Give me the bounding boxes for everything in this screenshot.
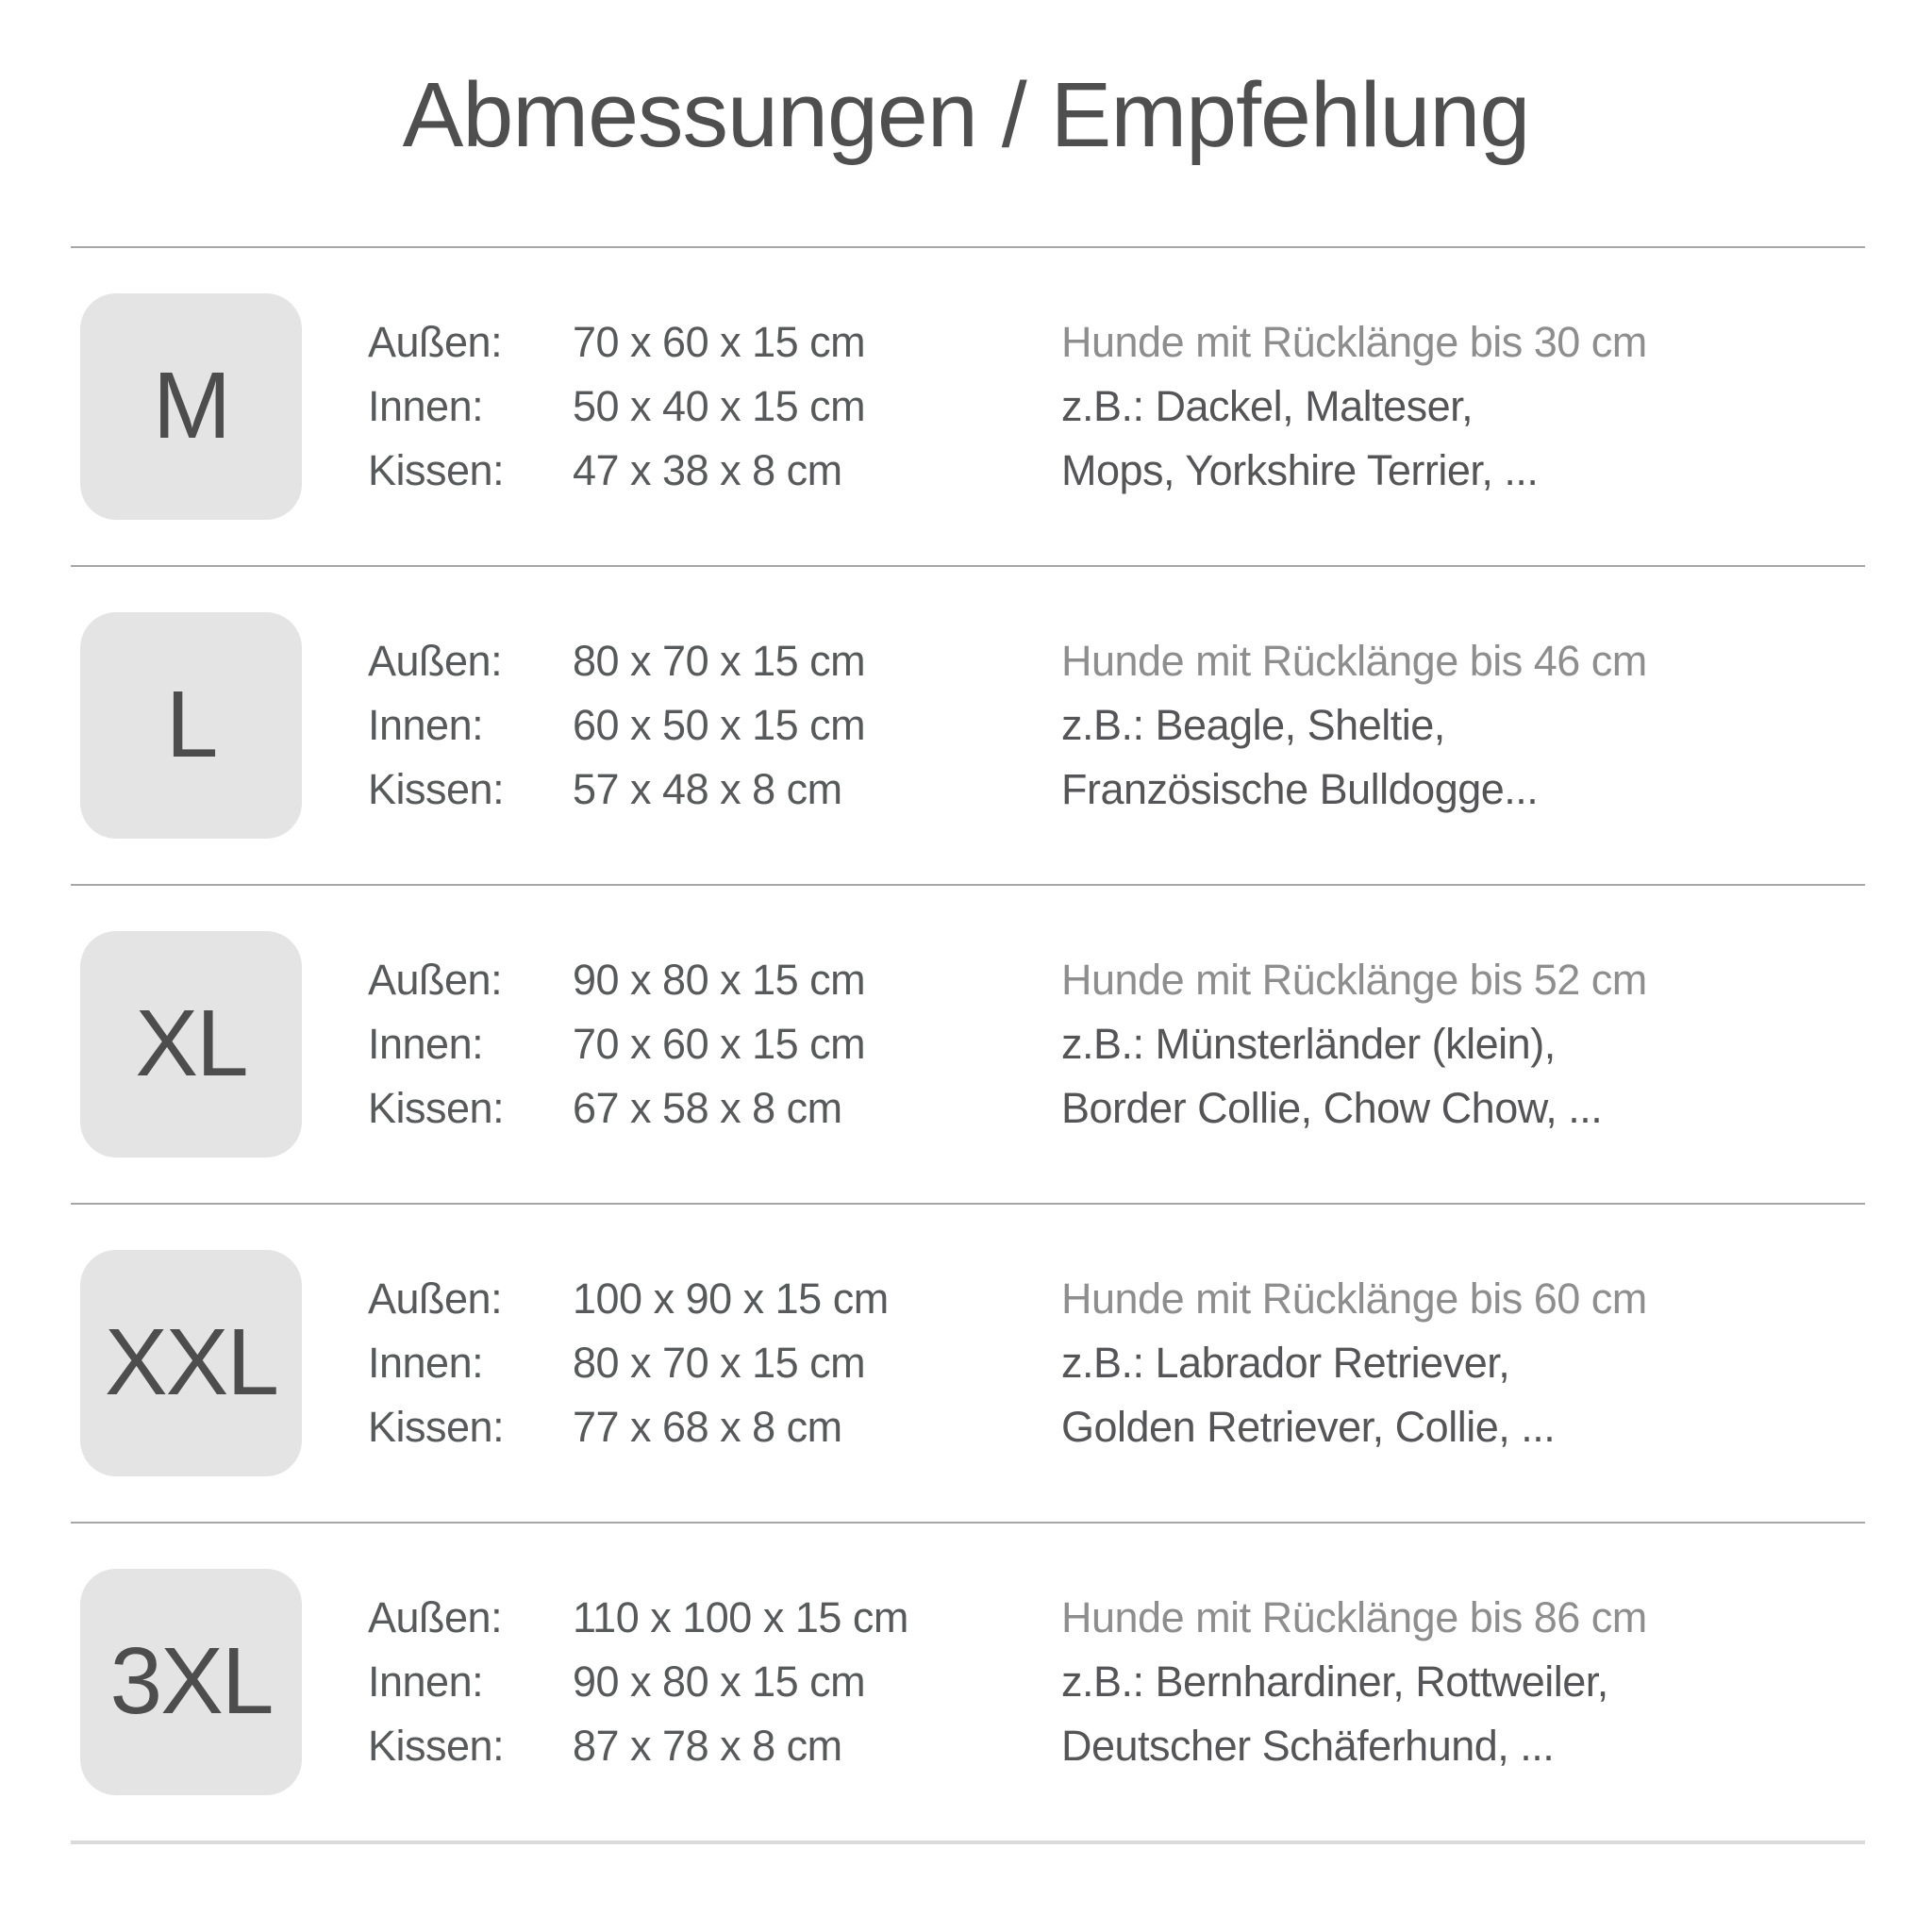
dimensions-block: Außen: 80 x 70 x 15 cm Innen: 60 x 50 x …: [368, 629, 1061, 822]
inner-value: 50 x 40 x 15 cm: [573, 381, 866, 430]
size-row-3xl: 3XL Außen: 110 x 100 x 15 cm Innen: 90 x…: [71, 1521, 1865, 1840]
outer-dimension-line: Außen: 90 x 80 x 15 cm: [368, 948, 1061, 1012]
recommendation-block: Hunde mit Rücklänge bis 52 cm z.B.: Müns…: [1061, 948, 1865, 1141]
recommendation-back-length: Hunde mit Rücklänge bis 86 cm: [1061, 1592, 1647, 1641]
outer-dimension-line: Außen: 100 x 90 x 15 cm: [368, 1267, 1061, 1331]
inner-value: 80 x 70 x 15 cm: [573, 1338, 866, 1387]
size-table: M Außen: 70 x 60 x 15 cm Innen: 50 x 40 …: [71, 245, 1865, 1844]
outer-value: 100 x 90 x 15 cm: [573, 1274, 889, 1323]
cushion-label: Kissen:: [368, 1402, 505, 1451]
recommendation-block: Hunde mit Rücklänge bis 30 cm z.B.: Dack…: [1061, 310, 1865, 503]
size-badge-m: M: [80, 292, 302, 520]
recommendation-block: Hunde mit Rücklänge bis 60 cm z.B.: Labr…: [1061, 1267, 1865, 1459]
recommendation-breeds-line1: z.B.: Münsterländer (klein),: [1061, 1019, 1556, 1068]
recommendation-breeds-line2: Französische Bulldogge...: [1061, 764, 1539, 813]
dimensions-block: Außen: 110 x 100 x 15 cm Innen: 90 x 80 …: [368, 1586, 1061, 1778]
inner-value: 60 x 50 x 15 cm: [573, 700, 866, 749]
recommendation-breeds-line2: Mops, Yorkshire Terrier, ...: [1061, 445, 1539, 494]
size-badge-3xl: 3XL: [80, 1568, 302, 1795]
outer-label: Außen:: [368, 955, 503, 1004]
outer-value: 110 x 100 x 15 cm: [573, 1592, 908, 1641]
size-row-xl: XL Außen: 90 x 80 x 15 cm Innen: 70 x 60…: [71, 883, 1865, 1203]
cushion-value: 57 x 48 x 8 cm: [573, 764, 842, 813]
badge-cell: XL: [71, 930, 368, 1158]
recommendation-breeds-line2: Deutscher Schäferhund, ...: [1061, 1721, 1555, 1770]
outer-dimension-line: Außen: 70 x 60 x 15 cm: [368, 310, 1061, 375]
recommendation-back-length: Hunde mit Rücklänge bis 52 cm: [1061, 955, 1647, 1004]
outer-value: 90 x 80 x 15 cm: [573, 955, 866, 1004]
cushion-dimension-line: Kissen: 57 x 48 x 8 cm: [368, 758, 1061, 822]
inner-dimension-line: Innen: 90 x 80 x 15 cm: [368, 1650, 1061, 1714]
outer-label: Außen:: [368, 317, 503, 366]
inner-label: Innen:: [368, 1657, 484, 1706]
inner-dimension-line: Innen: 50 x 40 x 15 cm: [368, 375, 1061, 439]
cushion-value: 67 x 58 x 8 cm: [573, 1083, 842, 1132]
recommendation-breeds-line2: Golden Retriever, Collie, ...: [1061, 1402, 1556, 1451]
inner-label: Innen:: [368, 381, 484, 430]
inner-label: Innen:: [368, 700, 484, 749]
badge-cell: M: [71, 292, 368, 520]
inner-dimension-line: Innen: 70 x 60 x 15 cm: [368, 1012, 1061, 1076]
cushion-dimension-line: Kissen: 77 x 68 x 8 cm: [368, 1395, 1061, 1459]
recommendation-back-length: Hunde mit Rücklänge bis 46 cm: [1061, 636, 1647, 685]
size-badge-xl: XL: [80, 930, 302, 1158]
inner-value: 90 x 80 x 15 cm: [573, 1657, 866, 1706]
outer-label: Außen:: [368, 1274, 503, 1323]
outer-dimension-line: Außen: 80 x 70 x 15 cm: [368, 629, 1061, 693]
badge-cell: 3XL: [71, 1568, 368, 1795]
size-badge-xxl: XXL: [80, 1249, 302, 1476]
cushion-value: 87 x 78 x 8 cm: [573, 1721, 842, 1770]
recommendation-breeds-line2: Border Collie, Chow Chow, ...: [1061, 1083, 1603, 1132]
outer-label: Außen:: [368, 1592, 503, 1641]
size-row-l: L Außen: 80 x 70 x 15 cm Innen: 60 x 50 …: [71, 564, 1865, 884]
cushion-dimension-line: Kissen: 47 x 38 x 8 cm: [368, 439, 1061, 503]
recommendation-breeds-line1: z.B.: Dackel, Malteser,: [1061, 381, 1474, 430]
recommendation-back-length: Hunde mit Rücklänge bis 60 cm: [1061, 1274, 1647, 1323]
recommendation-breeds-line1: z.B.: Labrador Retriever,: [1061, 1338, 1510, 1387]
size-row-xxl: XXL Außen: 100 x 90 x 15 cm Innen: 80 x …: [71, 1202, 1865, 1522]
cushion-label: Kissen:: [368, 1083, 505, 1132]
dimensions-block: Außen: 90 x 80 x 15 cm Innen: 70 x 60 x …: [368, 948, 1061, 1141]
cushion-value: 77 x 68 x 8 cm: [573, 1402, 842, 1451]
bottom-divider: [71, 1840, 1865, 1844]
cushion-dimension-line: Kissen: 87 x 78 x 8 cm: [368, 1714, 1061, 1778]
cushion-label: Kissen:: [368, 764, 505, 813]
inner-dimension-line: Innen: 60 x 50 x 15 cm: [368, 693, 1061, 758]
recommendation-back-length: Hunde mit Rücklänge bis 30 cm: [1061, 317, 1647, 366]
outer-value: 80 x 70 x 15 cm: [573, 636, 866, 685]
outer-label: Außen:: [368, 636, 503, 685]
page-title: Abmessungen / Empfehlung: [402, 63, 1531, 166]
recommendation-breeds-line1: z.B.: Beagle, Sheltie,: [1061, 700, 1445, 749]
inner-dimension-line: Innen: 80 x 70 x 15 cm: [368, 1331, 1061, 1395]
dimensions-block: Außen: 100 x 90 x 15 cm Innen: 80 x 70 x…: [368, 1267, 1061, 1459]
cushion-dimension-line: Kissen: 67 x 58 x 8 cm: [368, 1076, 1061, 1141]
inner-label: Innen:: [368, 1019, 484, 1068]
recommendation-breeds-line1: z.B.: Bernhardiner, Rottweiler,: [1061, 1657, 1608, 1706]
outer-dimension-line: Außen: 110 x 100 x 15 cm: [368, 1586, 1061, 1650]
inner-value: 70 x 60 x 15 cm: [573, 1019, 866, 1068]
recommendation-block: Hunde mit Rücklänge bis 46 cm z.B.: Beag…: [1061, 629, 1865, 822]
inner-label: Innen:: [368, 1338, 484, 1387]
badge-cell: XXL: [71, 1249, 368, 1476]
cushion-label: Kissen:: [368, 1721, 505, 1770]
size-row-m: M Außen: 70 x 60 x 15 cm Innen: 50 x 40 …: [71, 245, 1865, 565]
cushion-value: 47 x 38 x 8 cm: [573, 445, 842, 494]
outer-value: 70 x 60 x 15 cm: [573, 317, 866, 366]
badge-cell: L: [71, 611, 368, 839]
size-badge-l: L: [80, 611, 302, 839]
recommendation-block: Hunde mit Rücklänge bis 86 cm z.B.: Bern…: [1061, 1586, 1865, 1778]
cushion-label: Kissen:: [368, 445, 505, 494]
dimensions-block: Außen: 70 x 60 x 15 cm Innen: 50 x 40 x …: [368, 310, 1061, 503]
